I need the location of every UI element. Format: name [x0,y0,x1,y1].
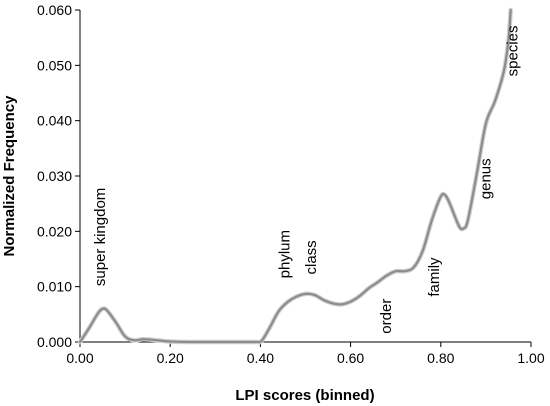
y-tick-label: 0.000 [37,334,72,350]
annotation-label: class [303,240,320,274]
y-tick-label: 0.020 [37,223,72,239]
x-tick-label: 0.60 [337,350,364,366]
y-tick-label: 0.040 [37,113,72,129]
y-tick-label: 0.030 [37,168,72,184]
x-tick-label: 0.80 [427,350,454,366]
x-tick-label: 1.00 [517,350,544,366]
x-tick-label: 0.00 [66,350,93,366]
series-line [78,8,512,344]
x-tick-label: 0.20 [157,350,184,366]
x-tick-label: 0.40 [247,350,274,366]
annotation-label: order [378,299,395,334]
series-line-halo [77,7,513,345]
x-axis-title: LPI scores (binned) [235,387,374,404]
y-axis-title: Normalized Frequency [1,95,18,257]
y-tick-label: 0.060 [37,2,72,18]
annotation-label: super kingdom [92,188,109,286]
annotation-label: phylum [277,230,294,278]
annotation-label: genus [477,158,494,199]
y-tick-label: 0.010 [37,279,72,295]
y-tick-label: 0.050 [37,57,72,73]
series-layer [77,7,513,345]
annotations: super kingdom phylum class order family genus… [92,26,522,334]
axes: 0.00 0.20 0.40 0.60 0.80 1.00 0.000 0.010 0.020 0… [37,2,545,366]
annotation-label: family [426,257,443,297]
annotation-label: species [504,26,521,77]
